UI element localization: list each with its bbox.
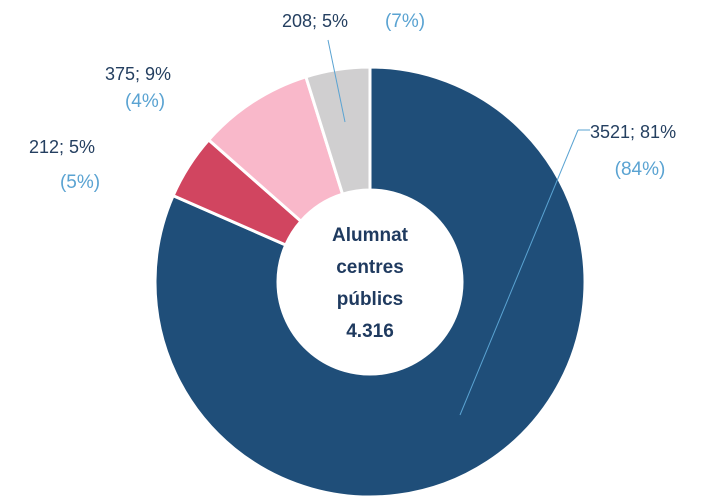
donut xyxy=(153,65,587,497)
slice xyxy=(153,65,587,497)
data-label: 212; 5% xyxy=(29,137,95,157)
leader-line xyxy=(327,39,346,123)
center-label: centres xyxy=(336,257,404,278)
secondary-label: (5%) xyxy=(60,172,100,193)
data-label: 375; 9% xyxy=(105,64,171,84)
data-label: 3521; 81% xyxy=(590,122,676,142)
center-label: 4.316 xyxy=(346,321,394,342)
secondary-label: (4%) xyxy=(125,91,165,112)
slice xyxy=(304,65,372,197)
leader-line xyxy=(459,129,579,416)
data-label: 208; 5% xyxy=(282,11,348,31)
center-label: públics xyxy=(337,289,404,310)
center-label: Alumnat xyxy=(332,225,409,246)
secondary-label: (84%) xyxy=(615,159,666,180)
secondary-label: (7%) xyxy=(385,11,425,32)
